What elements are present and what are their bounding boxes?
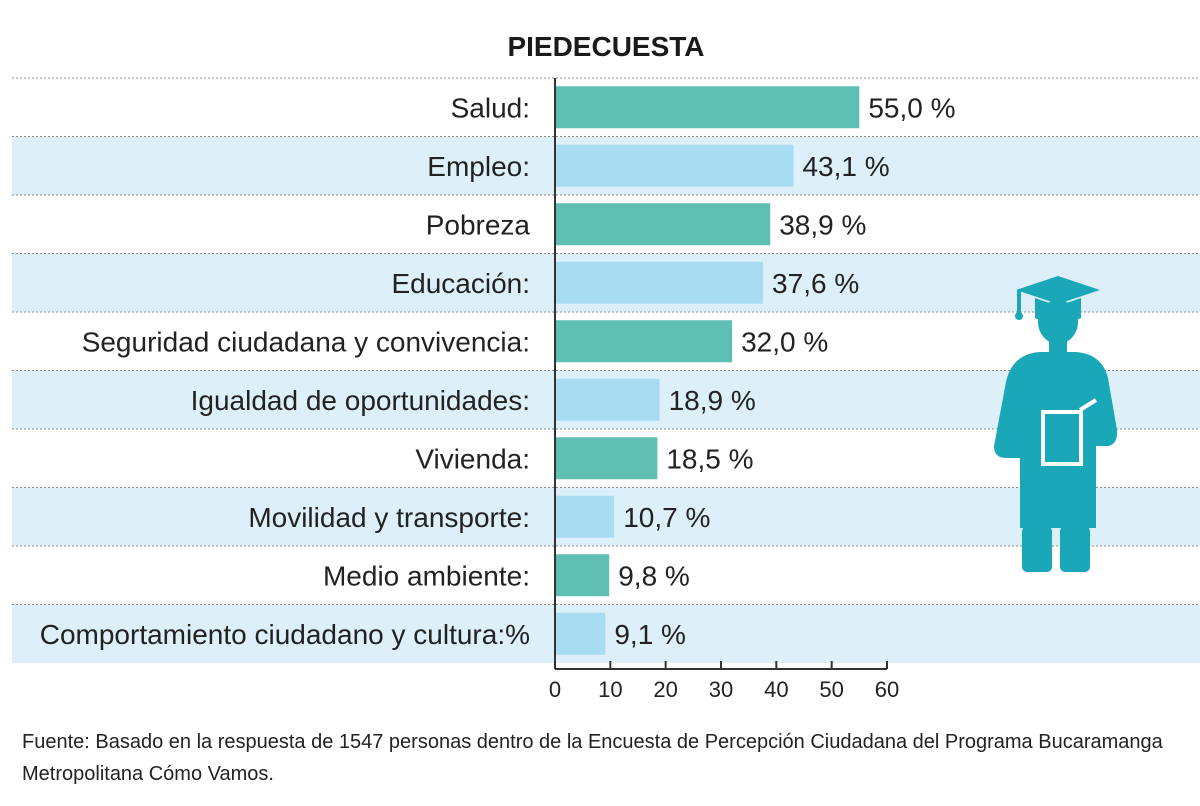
value-label: 9,8 % [618,560,690,591]
value-label: 18,5 % [666,443,753,474]
bars [555,86,860,655]
x-tick-label: 60 [875,677,899,702]
category-labels: Salud: Empleo: Pobreza Educación: Seguridad … [40,92,531,650]
bar [555,203,771,246]
graduate-icon [994,276,1118,572]
x-tick-label: 30 [709,677,733,702]
category-label: Medio ambiente: [323,560,530,591]
value-label: 37,6 % [772,268,859,299]
bar [555,612,606,655]
source-note: Fuente: Basado en la respuesta de 1547 p… [22,731,1163,785]
category-label: Educación: [391,268,530,299]
x-tick-label: 10 [598,677,622,702]
x-tick-label: 20 [653,677,677,702]
category-label: Pobreza [426,209,531,240]
bar-chart: PIEDECUESTA Salud: Empleo: Pobreza Educació… [12,31,1200,702]
bar [555,378,660,421]
bar [555,86,860,129]
category-label: Vivienda: [415,443,530,474]
value-label: 9,1 % [614,619,686,650]
x-tick-label: 40 [764,677,788,702]
value-label: 43,1 % [802,151,889,182]
category-label: Seguridad ciudadana y convivencia: [82,326,530,357]
bar [555,495,615,538]
value-labels: 55,0 % 43,1 % 38,9 % 37,6 % 32,0 % 18,9 % 18,5… [614,92,955,650]
row-band [12,604,1200,663]
bar [555,261,764,304]
value-label: 32,0 % [741,326,828,357]
bar [555,554,610,597]
category-label: Salud: [451,92,530,123]
bar [555,144,794,187]
chart-title: PIEDECUESTA [507,31,704,62]
category-label: Movilidad y transporte: [248,502,530,533]
category-label: Empleo: [427,151,530,182]
x-tick-label: 50 [819,677,843,702]
value-label: 38,9 % [779,209,866,240]
category-label: Comportamiento ciudadano y cultura:% [40,619,530,650]
x-tick-label: 0 [549,677,561,702]
value-label: 10,7 % [623,502,710,533]
x-axis: 0 10 20 30 40 50 60 [549,78,899,702]
bar [555,437,658,480]
value-label: 55,0 % [868,92,955,123]
value-label: 18,9 % [669,385,756,416]
category-label: Igualdad de oportunidades: [191,385,530,416]
bar [555,320,733,363]
